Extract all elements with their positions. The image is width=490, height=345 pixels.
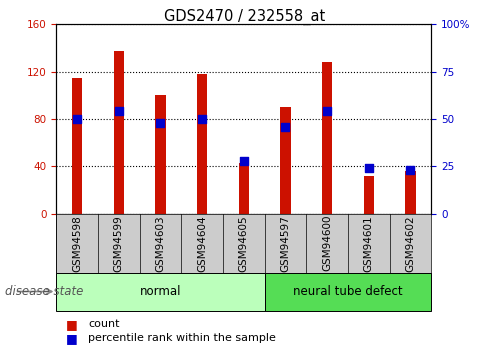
Point: [73, 116, 81, 122]
Bar: [114, 51, 124, 214]
Bar: [364, 176, 374, 214]
Text: normal: normal: [140, 285, 181, 298]
Text: disease state: disease state: [5, 285, 83, 298]
Bar: [405, 171, 416, 214]
Point: [281, 124, 289, 129]
Point: [115, 109, 122, 114]
Text: GSM94598: GSM94598: [72, 215, 82, 272]
Text: GSM94604: GSM94604: [197, 215, 207, 272]
Text: GDS2470 / 232558_at: GDS2470 / 232558_at: [164, 9, 326, 25]
Bar: [72, 78, 82, 214]
Point: [365, 166, 372, 171]
Text: percentile rank within the sample: percentile rank within the sample: [88, 333, 276, 343]
Text: neural tube defect: neural tube defect: [293, 285, 403, 298]
Point: [156, 120, 164, 126]
Text: GSM94600: GSM94600: [322, 215, 332, 272]
Text: GSM94603: GSM94603: [155, 215, 166, 272]
Bar: [280, 107, 291, 214]
Text: GSM94597: GSM94597: [280, 215, 291, 272]
Text: GSM94601: GSM94601: [364, 215, 374, 272]
Text: count: count: [88, 319, 120, 329]
Text: GSM94605: GSM94605: [239, 215, 249, 272]
Bar: [239, 163, 249, 214]
Point: [323, 109, 331, 114]
Point: [198, 116, 206, 122]
Point: [240, 158, 247, 164]
Bar: [265, 273, 431, 310]
Text: ■: ■: [66, 332, 78, 345]
Point: [406, 167, 414, 173]
Bar: [322, 62, 332, 214]
Text: GSM94602: GSM94602: [405, 215, 416, 272]
Text: ■: ■: [66, 318, 78, 331]
Bar: [56, 273, 265, 310]
Bar: [197, 74, 207, 214]
Text: GSM94599: GSM94599: [114, 215, 124, 272]
Bar: [155, 95, 166, 214]
